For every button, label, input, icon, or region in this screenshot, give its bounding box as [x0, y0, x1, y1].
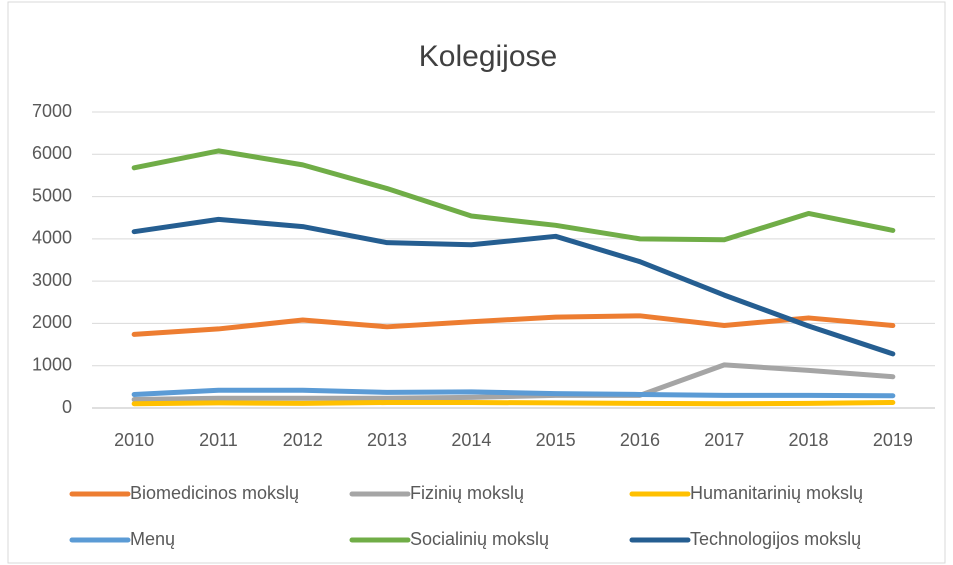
- y-tick-label: 1000: [32, 354, 72, 374]
- x-tick-label: 2013: [367, 430, 407, 450]
- x-tick-label: 2016: [620, 430, 660, 450]
- x-tick-label: 2018: [789, 430, 829, 450]
- legend-label: Technologijos mokslų: [690, 529, 861, 549]
- data-line: [131, 148, 896, 243]
- y-tick-label: 0: [62, 397, 72, 417]
- legend-label: Humanitarinių mokslų: [690, 483, 863, 503]
- y-tick-label: 5000: [32, 185, 72, 205]
- x-tick-label: 2012: [283, 430, 323, 450]
- data-line: [131, 362, 896, 403]
- chart-frame: [7, 1, 946, 564]
- x-tick-label: 2014: [451, 430, 491, 450]
- x-tick-label: 2010: [114, 430, 154, 450]
- y-tick-label: 2000: [32, 312, 72, 332]
- legend-label: Biomedicinos mokslų: [130, 483, 299, 503]
- legend-label: Menų: [130, 529, 175, 549]
- y-tick-label: 6000: [32, 143, 72, 163]
- y-tick-label: 7000: [32, 101, 72, 121]
- y-tick-label: 3000: [32, 270, 72, 290]
- data-line: [131, 387, 896, 399]
- x-tick-label: 2019: [873, 430, 913, 450]
- y-tick-label: 4000: [32, 228, 72, 248]
- data-line: [131, 400, 896, 407]
- x-tick-label: 2011: [199, 430, 238, 450]
- data-line: [131, 313, 896, 337]
- chart-title: Kolegijose: [419, 40, 557, 73]
- legend-label: Socialinių mokslų: [410, 529, 549, 549]
- legend-label: Fizinių mokslų: [410, 483, 524, 503]
- data-line: [131, 216, 896, 357]
- x-tick-label: 2017: [704, 430, 744, 450]
- x-tick-label: 2015: [536, 430, 576, 450]
